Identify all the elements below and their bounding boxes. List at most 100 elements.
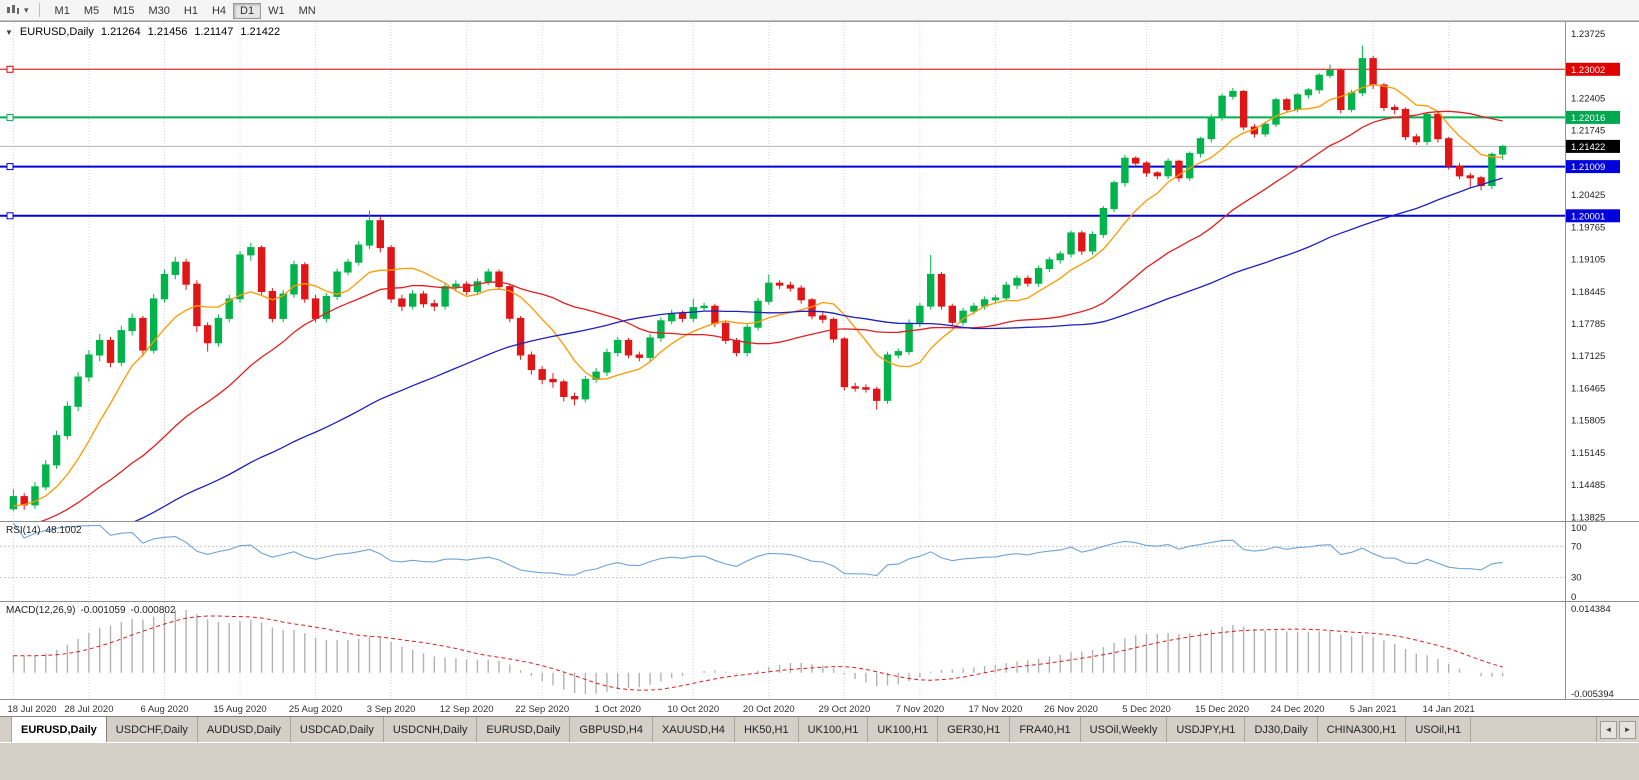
candle-body: [225, 298, 233, 319]
tab-usoil-weekly[interactable]: USOil,Weekly: [1080, 717, 1168, 742]
candle-body: [419, 293, 428, 305]
price-axis-label: 1.17785: [1571, 319, 1605, 330]
candlestick-chart-icon: [7, 5, 19, 14]
tab-audusd-daily[interactable]: AUDUSD,Daily: [197, 717, 291, 742]
price-axis-label: 1.18445: [1571, 287, 1605, 298]
candle-body: [711, 305, 719, 324]
candle-body: [268, 291, 277, 319]
candle-body: [182, 261, 190, 285]
timeframe-m5-button[interactable]: M5: [83, 5, 100, 17]
rsi-axis-label: 100: [1571, 523, 1587, 534]
chart-mode-dropdown-icon[interactable]: ▾: [24, 4, 29, 15]
price-axis-label: 1.14485: [1571, 480, 1605, 491]
candle-body: [1239, 90, 1248, 128]
date-axis-label: 26 Nov 2020: [1044, 704, 1098, 715]
timeframe-m30-button[interactable]: M30: [148, 5, 170, 17]
candle-body: [63, 405, 72, 437]
date-axis-label: 15 Aug 2020: [213, 704, 266, 715]
price-badge: [1566, 209, 1620, 223]
tab-usdcad-daily[interactable]: USDCAD,Daily: [290, 717, 384, 742]
tab-eurusd-daily[interactable]: EURUSD,Daily: [12, 717, 107, 742]
candle-body: [398, 298, 406, 307]
tab-uk100-h1[interactable]: UK100,H1: [798, 717, 869, 742]
candle-body: [203, 325, 212, 344]
tab-uk100-h1[interactable]: UK100,H1: [868, 717, 939, 742]
date-axis-label: 12 Sep 2020: [440, 704, 494, 715]
date-axis-label: 6 Aug 2020: [140, 704, 188, 715]
tab-dj30-daily[interactable]: DJ30,Daily: [1245, 717, 1318, 742]
candle-body: [214, 317, 223, 344]
tab-xauusd-h4[interactable]: XAUUSD,H4: [652, 717, 735, 742]
chart-window: 18 Jul 2020 28 Jul 2020 6 Aug 2020 15 Aug 2…: [0, 21, 1639, 716]
candle-body: [1391, 107, 1399, 110]
candle-body: [657, 320, 665, 339]
line-anchor-handle[interactable]: [6, 65, 14, 73]
tab-eurusd-daily[interactable]: EURUSD,Daily: [477, 717, 571, 742]
timeframe-m15-button[interactable]: M15: [113, 5, 135, 17]
tab-ger30-h1[interactable]: GER30,H1: [938, 717, 1011, 742]
timeframe-mn-button[interactable]: MN: [298, 5, 316, 17]
tab-fra40-h1[interactable]: FRA40,H1: [1010, 717, 1081, 742]
chart-canvas[interactable]: 18 Jul 2020 28 Jul 2020 6 Aug 2020 15 Aug 2…: [0, 22, 1639, 717]
candle-body: [668, 313, 676, 322]
rsi-line: [12, 522, 1503, 577]
candle-body: [376, 220, 385, 249]
candle-body: [279, 293, 287, 319]
date-axis-label: 7 Nov 2020: [896, 704, 945, 715]
macd-signal-value: -0.000802: [130, 605, 176, 616]
candle-body: [430, 303, 439, 307]
date-axis-label: 5 Dec 2020: [1122, 704, 1171, 715]
candle-body: [106, 339, 115, 363]
macd-axis-min-label: -0.005394: [1571, 689, 1614, 700]
candle-body: [1088, 233, 1097, 252]
timeframe-w1-button[interactable]: W1: [268, 5, 285, 17]
candle-body: [581, 378, 590, 400]
tab-usdjpy-h1[interactable]: USDJPY,H1: [1167, 717, 1246, 742]
candle-body: [948, 305, 956, 323]
timeframe-h4-button[interactable]: H4: [211, 5, 227, 17]
candle-body: [1401, 108, 1410, 138]
tab-china300-h1[interactable]: CHINA300,H1: [1317, 717, 1407, 742]
candle-body: [365, 220, 374, 246]
price-axis-label: 1.13825: [1571, 512, 1605, 523]
candle-body: [1132, 157, 1140, 164]
candle-body: [689, 307, 697, 319]
tab-gbpusd-h4[interactable]: GBPUSD,H4: [570, 717, 653, 742]
tab-usoil-h1[interactable]: USOil,H1: [1406, 717, 1472, 742]
tab-scroll-right-icon[interactable]: ►: [1619, 720, 1636, 739]
tab-bar-grip: [0, 717, 12, 742]
line-anchor-handle[interactable]: [6, 212, 14, 220]
line-anchor-handle[interactable]: [6, 163, 14, 171]
date-axis-label: 18 Jul 2020: [7, 704, 56, 715]
candle-body: [1358, 58, 1367, 94]
tab-usdcnh-daily[interactable]: USDCNH,Daily: [383, 717, 478, 742]
candle-body: [754, 300, 762, 328]
candle-body: [1445, 138, 1453, 167]
timeframe-buttons: M1 M5 M15 M30 H1 H4 D1 W1 MN: [48, 1, 323, 19]
candle-body: [1337, 69, 1345, 110]
timeframe-toolbar: ▾ M1 M5 M15 M30 H1 H4 D1 W1 MN: [0, 0, 1639, 21]
tab-scroll-left-icon[interactable]: ◄: [1600, 720, 1617, 739]
price-axis-label: 1.20425: [1571, 190, 1605, 201]
candle-body: [1142, 162, 1151, 174]
candle-body: [1034, 268, 1043, 284]
candle-body: [42, 464, 50, 488]
date-axis-label: 15 Dec 2020: [1195, 704, 1249, 715]
timeframe-m1-button[interactable]: M1: [54, 5, 70, 17]
timeframe-h1-button[interactable]: H1: [183, 5, 198, 17]
timeframe-d1-button[interactable]: D1: [233, 3, 262, 19]
macd-signal-line: [13, 615, 1503, 691]
price-axis-label: 1.15805: [1571, 416, 1605, 427]
chart-mode-icon[interactable]: [4, 2, 22, 19]
candle-body: [160, 273, 169, 300]
candle-body: [905, 322, 913, 353]
price-badge: [1566, 139, 1620, 153]
collapse-chart-icon[interactable]: ▼: [5, 27, 13, 37]
candle-body: [624, 339, 633, 356]
price-badge-value: 1.21422: [1571, 142, 1605, 153]
date-axis-label: 3 Sep 2020: [367, 704, 416, 715]
line-anchor-handle[interactable]: [6, 113, 14, 121]
tab-usdchf-daily[interactable]: USDCHF,Daily: [106, 717, 198, 742]
candle-body: [862, 387, 870, 390]
tab-hk50-h1[interactable]: HK50,H1: [734, 717, 799, 742]
